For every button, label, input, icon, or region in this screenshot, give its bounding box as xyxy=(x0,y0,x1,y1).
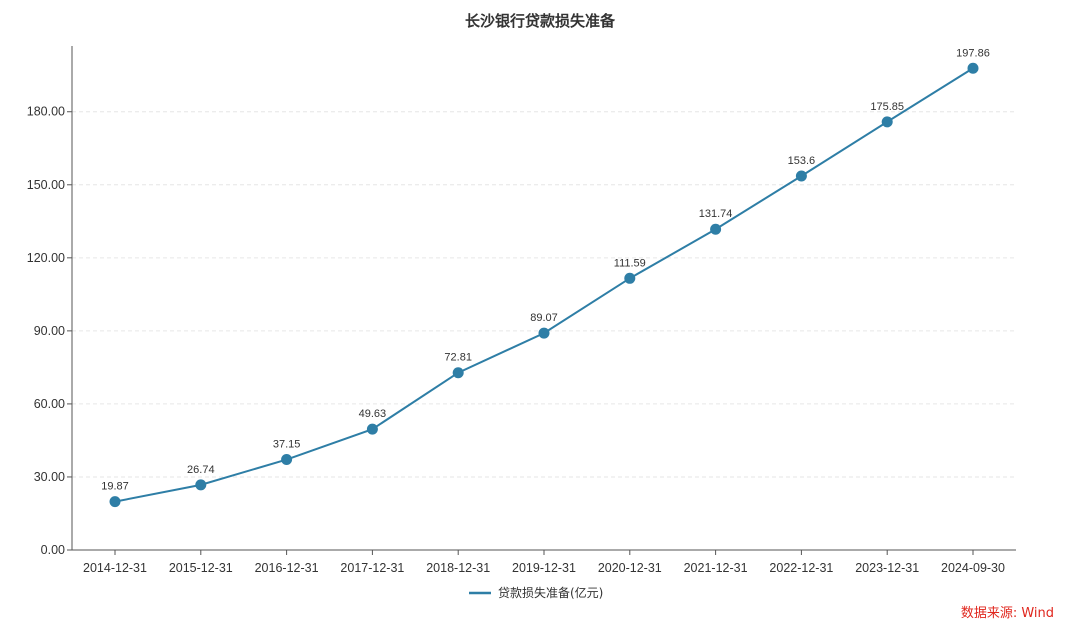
data-label: 72.81 xyxy=(444,352,472,364)
x-tick-label: 2019-12-31 xyxy=(512,561,576,575)
data-point xyxy=(967,62,979,74)
chart-title: 长沙银行贷款损失准备 xyxy=(465,12,616,30)
data-label: 37.15 xyxy=(273,439,301,451)
x-tick-label: 2015-12-31 xyxy=(169,561,233,575)
x-tick-label: 2021-12-31 xyxy=(684,561,748,575)
data-label: 197.86 xyxy=(956,47,990,59)
y-tick-label: 150.00 xyxy=(27,178,65,192)
x-axis-ticks: 2014-12-31 2015-12-31 2016-12-31 2017-12-31… xyxy=(83,550,1005,575)
data-point xyxy=(366,423,378,435)
data-point xyxy=(881,116,893,128)
y-axis-ticks: 0.00 30.00 60.00 90.00 120.00 150.00 180.00 xyxy=(27,105,72,557)
legend-label: 贷款损失准备(亿元) xyxy=(498,585,603,600)
x-tick-label: 2016-12-31 xyxy=(255,561,319,575)
y-tick-label: 60.00 xyxy=(34,397,65,411)
y-tick-label: 180.00 xyxy=(27,105,65,119)
series-line xyxy=(114,67,974,503)
x-tick-label: 2024-09-30 xyxy=(941,561,1005,575)
data-label: 26.74 xyxy=(187,464,215,476)
data-label: 89.07 xyxy=(530,312,558,324)
data-label: 175.85 xyxy=(870,101,904,113)
data-point xyxy=(538,327,550,339)
grid-lines xyxy=(72,111,1016,478)
data-label: 153.6 xyxy=(788,155,816,167)
data-point xyxy=(624,272,636,284)
data-point xyxy=(109,496,121,508)
y-tick-label: 30.00 xyxy=(34,470,65,484)
x-tick-label: 2023-12-31 xyxy=(855,561,919,575)
x-tick-label: 2022-12-31 xyxy=(769,561,833,575)
x-tick-label: 2020-12-31 xyxy=(598,561,662,575)
data-point xyxy=(452,367,464,379)
y-tick-label: 120.00 xyxy=(27,251,65,265)
data-point xyxy=(281,454,293,466)
data-label: 131.74 xyxy=(699,208,733,220)
data-point xyxy=(195,479,207,491)
legend[interactable]: 贷款损失准备(亿元) xyxy=(469,585,603,600)
x-tick-label: 2017-12-31 xyxy=(340,561,404,575)
data-label: 19.87 xyxy=(101,481,129,493)
data-point xyxy=(710,223,722,235)
data-point xyxy=(795,170,807,182)
source-note: 数据来源: Wind xyxy=(961,606,1054,621)
data-label: 111.59 xyxy=(614,257,646,269)
data-label: 49.63 xyxy=(359,408,387,420)
y-tick-label: 90.00 xyxy=(34,324,65,338)
x-tick-label: 2014-12-31 xyxy=(83,561,147,575)
x-tick-label: 2018-12-31 xyxy=(426,561,490,575)
y-tick-label: 0.00 xyxy=(41,543,65,557)
series-layer: 19.87 26.74 37.15 49.63 72.81 89.07 111.59 131.… xyxy=(101,47,990,508)
